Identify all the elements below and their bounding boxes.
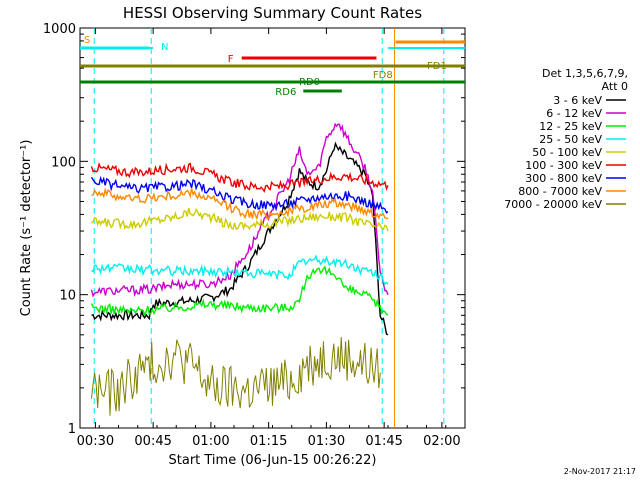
flag-label-f: F [228, 54, 234, 65]
x-axis-label: Start Time (06-Jun-15 00:26:22) [169, 453, 377, 468]
flag-label-fd8: FD8 [373, 70, 393, 81]
series-line-0 [91, 141, 389, 336]
flag-label-n: N [161, 42, 168, 53]
legend-label-6: 300 - 800 keV [525, 172, 602, 185]
plot-root: HESSI Observing Summary Count Rates 00:30… [19, 4, 636, 476]
series-line-1 [90, 122, 389, 298]
x-tick-label-2: 01:00 [192, 434, 229, 449]
legend-label-0: 3 - 6 keV [553, 94, 602, 107]
y-tick-label-3: 1000 [43, 22, 76, 37]
y-tick-label-0: 1 [68, 422, 76, 437]
series-line-7 [91, 187, 389, 221]
series-line-4 [90, 207, 389, 232]
y-tick-label-1: 10 [59, 289, 76, 304]
series-line-5 [90, 162, 389, 193]
flag-label-rd6: RD6 [275, 87, 296, 98]
legend-label-4: 50 - 100 keV [532, 146, 602, 159]
legend-label-8: 7000 - 20000 keV [504, 198, 602, 211]
series-line-3 [91, 254, 389, 285]
x-tick-label-1: 00:45 [134, 434, 171, 449]
x-tick-label-4: 01:30 [308, 434, 345, 449]
legend-label-1: 6 - 12 keV [546, 107, 602, 120]
legend-label-7: 800 - 7000 keV [518, 185, 602, 198]
footer-timestamp: 2-Nov-2017 21:17 [564, 467, 636, 476]
y-tick-label-2: 100 [51, 155, 76, 170]
legend-label-2: 12 - 25 keV [539, 120, 602, 133]
legend-header-1: Att 0 [602, 80, 628, 93]
y-axis-label: Count Rate (s⁻¹ detector⁻¹) [19, 140, 34, 317]
x-tick-label-5: 01:45 [365, 434, 402, 449]
series-line-8 [91, 337, 381, 416]
legend-header-0: Det 1,3,5,6,7,9, [542, 67, 628, 80]
legend-label-5: 100 - 300 keV [525, 159, 602, 172]
chart-title: HESSI Observing Summary Count Rates [123, 4, 422, 22]
x-tick-label-3: 01:15 [250, 434, 287, 449]
legend-label-3: 25 - 50 keV [539, 133, 602, 146]
series-line-2 [90, 265, 389, 317]
x-tick-label-6: 02:00 [423, 434, 460, 449]
flag-label-rd0: RD0 [299, 77, 320, 88]
x-tick-label-0: 00:30 [77, 434, 114, 449]
flag-label-fd1: FD1 [427, 61, 447, 72]
series-line-6 [90, 175, 389, 214]
flag-label-s: S [84, 35, 90, 46]
